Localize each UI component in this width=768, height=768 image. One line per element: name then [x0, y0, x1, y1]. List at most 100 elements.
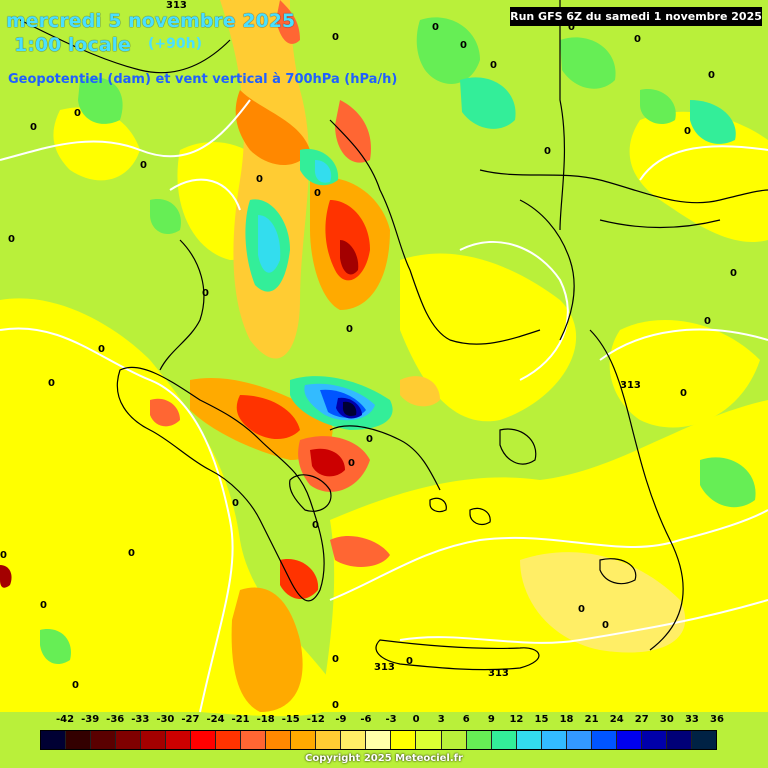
contour-label: 313 [620, 380, 641, 391]
legend-swatch [366, 731, 392, 749]
legend-value: -15 [281, 714, 300, 725]
contour-label: 0 [0, 550, 7, 561]
contour-label: 0 [332, 32, 339, 43]
contour-label: 0 [704, 316, 711, 327]
legend-value: -9 [335, 714, 347, 725]
legend-swatch [641, 731, 667, 749]
contour-label: 0 [312, 520, 319, 531]
legend-swatch [291, 731, 317, 749]
color-legend [40, 730, 717, 750]
contour-label: 0 [48, 378, 55, 389]
contour-label: 0 [314, 188, 321, 199]
contour-label: 0 [578, 604, 585, 615]
legend-value: 36 [710, 714, 724, 725]
forecast-time: 1:00 locale [14, 34, 131, 56]
legend-value: 27 [634, 714, 649, 725]
contour-label: 0 [432, 22, 439, 33]
contour-label: 313 [166, 0, 187, 11]
legend-swatch [191, 731, 217, 749]
legend-value: -21 [231, 714, 250, 725]
contour-label: 0 [406, 656, 413, 667]
contour-label: 0 [544, 146, 551, 157]
legend-swatch [341, 731, 367, 749]
vertical-velocity-field [0, 0, 768, 717]
legend-value: -39 [81, 714, 100, 725]
legend-swatch [116, 731, 142, 749]
legend-value: -18 [256, 714, 275, 725]
contour-label: 0 [8, 234, 15, 245]
contour-label: 0 [332, 654, 339, 665]
geopotential-contours [0, 99, 768, 713]
contour-label: 0 [40, 600, 47, 611]
legend-value: 21 [584, 714, 599, 725]
legend-value: 18 [559, 714, 574, 725]
contour-label: 0 [684, 126, 691, 137]
contour-label: 0 [348, 458, 355, 469]
legend-swatch [41, 731, 67, 749]
legend-swatch [591, 731, 617, 749]
contour-label: 0 [366, 434, 373, 445]
legend-value: 30 [659, 714, 674, 725]
contour-label: 0 [72, 680, 79, 691]
legend-value: -3 [385, 714, 397, 725]
legend-value: 33 [684, 714, 699, 725]
coastlines-borders [19, 0, 768, 671]
legend-swatch [541, 731, 567, 749]
legend-value: 15 [534, 714, 549, 725]
legend-value: -12 [306, 714, 325, 725]
legend-swatch [266, 731, 292, 749]
legend-value: 24 [609, 714, 624, 725]
contour-label: 313 [488, 668, 509, 679]
legend-value: -42 [56, 714, 75, 725]
legend-swatch [466, 731, 492, 749]
legend-swatch [216, 731, 242, 749]
legend-swatch [141, 731, 167, 749]
contour-label: 0 [232, 498, 239, 509]
legend-swatch [391, 731, 417, 749]
legend-swatch [91, 731, 117, 749]
contour-label: 0 [74, 108, 81, 119]
lead-time: (+90h) [148, 36, 202, 52]
contour-label: 0 [634, 34, 641, 45]
copyright: Copyright 2025 Meteociel.fr [305, 753, 463, 764]
legend-value: -33 [131, 714, 150, 725]
legend-value: -24 [206, 714, 225, 725]
forecast-date: mercredi 5 novembre 2025 [6, 10, 296, 32]
legend-swatch [316, 731, 342, 749]
contour-label: 0 [30, 122, 37, 133]
legend-swatch [516, 731, 542, 749]
contour-labels: 0 0 0 0 0 0 0 0 0 0 0 0 0 0 0 0 0 0 0 0 … [0, 0, 737, 711]
run-info-box: Run GFS 6Z du samedi 1 novembre 2025 [510, 7, 762, 26]
legend-swatch [441, 731, 467, 749]
contour-label: 0 [490, 60, 497, 71]
contour-label: 0 [140, 160, 147, 171]
legend-value: 3 [437, 714, 445, 725]
legend-swatch [616, 731, 642, 749]
contour-label: 0 [602, 620, 609, 631]
contour-label: 0 [708, 70, 715, 81]
legend-value: -6 [360, 714, 372, 725]
legend-swatch [566, 731, 592, 749]
legend-swatch [241, 731, 267, 749]
contour-label: 0 [460, 40, 467, 51]
legend-value: 6 [462, 714, 470, 725]
legend-value: 12 [509, 714, 524, 725]
legend-value: -27 [181, 714, 200, 725]
legend-swatch [166, 731, 192, 749]
parameter-title: Geopotentiel (dam) et vent vertical à 70… [8, 72, 398, 87]
legend-swatch [66, 731, 92, 749]
contour-label: 0 [346, 324, 353, 335]
legend-swatch [691, 731, 716, 749]
contour-label: 0 [730, 268, 737, 279]
legend-value: 9 [487, 714, 495, 725]
legend-value: -30 [156, 714, 175, 725]
legend-swatch [666, 731, 692, 749]
contour-label: 0 [332, 700, 339, 711]
contour-label: 0 [680, 388, 687, 399]
legend-value: -36 [106, 714, 125, 725]
legend-swatch [491, 731, 517, 749]
contour-label: 0 [568, 22, 575, 33]
contour-label: 0 [128, 548, 135, 559]
contour-label: 0 [256, 174, 263, 185]
